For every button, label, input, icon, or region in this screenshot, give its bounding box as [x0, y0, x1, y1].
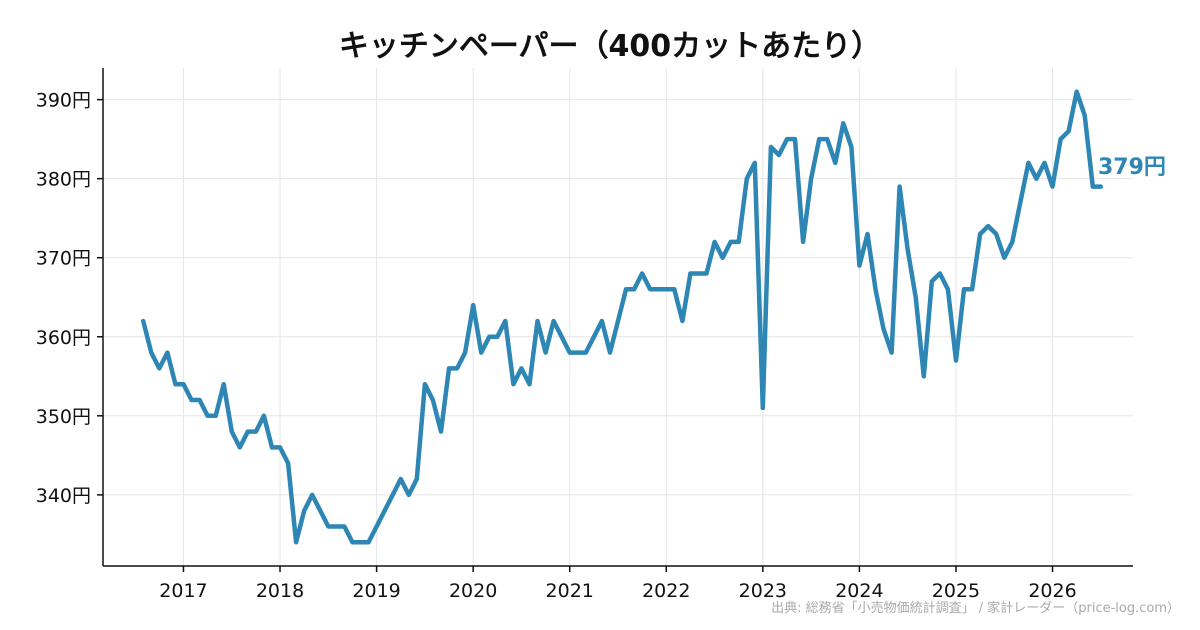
y-tick-label: 380円: [36, 169, 91, 191]
y-tick-label: 340円: [36, 485, 91, 507]
x-tick-label: 2019: [352, 580, 400, 602]
x-tick-label: 2018: [256, 580, 304, 602]
x-tick-label: 2022: [642, 580, 690, 602]
x-tick-label: 2024: [835, 580, 883, 602]
y-tick-label: 390円: [36, 90, 91, 112]
y-axis-ticks: 340円 350円 360円 370円 380円 390円: [36, 90, 103, 507]
x-tick-label: 2026: [1028, 580, 1076, 602]
source-credit: 出典: 総務省「小売物価統計調査」 / 家計レーダー（price-log.com…: [771, 600, 1180, 616]
x-tick-label: 2021: [546, 580, 594, 602]
latest-value-label: 379円: [1098, 155, 1166, 180]
x-tick-label: 2020: [449, 580, 497, 602]
x-axis-ticks: 2017 2018 2019 2020 2021 2022 2023 2024 2025 2026: [159, 566, 1077, 602]
price-series-line: [140, 89, 1104, 545]
y-tick-label: 360円: [36, 327, 91, 349]
y-tick-label: 350円: [36, 406, 91, 428]
gridlines: [103, 68, 1133, 566]
x-tick-label: 2023: [739, 580, 787, 602]
y-tick-label: 370円: [36, 248, 91, 270]
x-tick-label: 2025: [932, 580, 980, 602]
chart-title: キッチンペーパー（400カットあたり）: [339, 29, 881, 64]
x-tick-label: 2017: [159, 580, 207, 602]
